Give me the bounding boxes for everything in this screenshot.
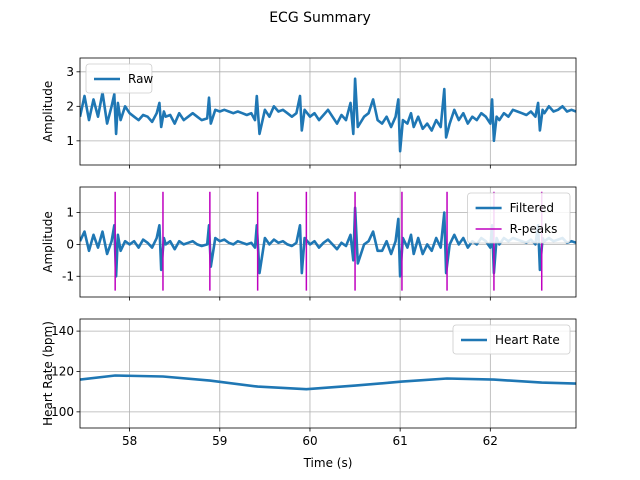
legend-label: Filtered (510, 201, 554, 215)
y-tick-label: 100 (51, 405, 74, 419)
y-axis-label: Heart Rate (bpm) (41, 321, 55, 426)
legend-box (467, 192, 571, 244)
axes-frame (79, 186, 577, 298)
chart-panel-2: -1 0 1 Amplitude Filtered R-peaks (41, 186, 577, 301)
legend: Raw (85, 63, 153, 94)
plot-area (80, 374, 576, 391)
axes-frame (79, 318, 577, 429)
x-tick-label: 59 (212, 434, 227, 448)
x-axis-label: Time (s) (303, 456, 353, 470)
plot-area (80, 77, 576, 153)
y-tick-label: 1 (66, 206, 74, 220)
x-tick-label: 60 (302, 434, 317, 448)
chart-panel-3: 100 120 140 58 59 60 61 62 Heart Rate (bpm) Time … (41, 318, 577, 470)
axes-frame (79, 57, 577, 166)
chart-panel-1: 1 2 3 Amplitude Raw (41, 57, 577, 169)
y-tick-label: 1 (66, 134, 74, 148)
legend-box (452, 324, 571, 355)
y-tick-label: -1 (62, 269, 74, 283)
y-tick-label: 3 (66, 65, 74, 79)
legend-label: Raw (128, 72, 153, 86)
x-tick-label: 61 (393, 434, 408, 448)
figure-title: ECG Summary (269, 10, 371, 26)
legend-label: R-peaks (510, 222, 558, 236)
y-tick-label: 140 (51, 324, 74, 338)
y-tick-label: 2 (66, 99, 74, 113)
x-tick-label: 58 (122, 434, 137, 448)
y-tick-label: 0 (66, 237, 74, 251)
y-axis-label: Amplitude (41, 211, 55, 273)
legend-label: Heart Rate (495, 333, 560, 347)
series-line-heart-rate (80, 374, 576, 391)
y-axis-label: Amplitude (41, 81, 55, 143)
legend: Heart Rate (452, 324, 571, 355)
legend: Filtered R-peaks (467, 192, 571, 244)
y-tick-label: 120 (51, 364, 74, 378)
x-tick-label: 62 (483, 434, 498, 448)
series-line-raw (80, 77, 576, 153)
